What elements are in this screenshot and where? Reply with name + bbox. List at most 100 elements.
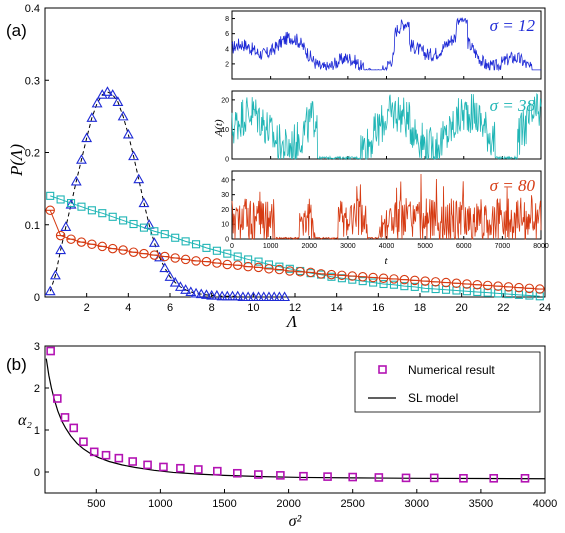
data-point-triangle — [112, 96, 124, 106]
data-point-triangle — [201, 289, 212, 299]
inset-panel-sigma12: 2 4 6 8 σ = 12 — [225, 10, 542, 80]
data-point-triangle — [86, 112, 98, 122]
inset-y-tick-label: 30 — [221, 192, 229, 199]
data-point-numerical — [374, 473, 384, 482]
inset-panel-sigma80: 0 10 20 30 40 0 1000 2000 3000 4000 5000 6000 7000 80… — [221, 170, 549, 250]
data-point-triangle — [81, 132, 93, 143]
y-tick-label: 1 — [34, 425, 40, 437]
data-point-numerical — [489, 473, 499, 483]
data-point-numerical — [176, 463, 185, 473]
y-tick-label: 0.3 — [25, 75, 40, 87]
legend-marker-numerical — [378, 365, 387, 374]
x-tick-label: 16 — [372, 302, 384, 314]
y-tick-label: 0.1 — [25, 220, 40, 232]
data-point-triangle — [195, 288, 207, 299]
data-point-numerical — [401, 473, 411, 483]
x-tick-label: 2500 — [340, 498, 364, 510]
x-tick-label: 10 — [247, 302, 259, 314]
inset-y-tick-label: 10 — [221, 222, 229, 229]
data-point-numerical — [69, 423, 79, 433]
data-point-numerical — [46, 346, 55, 356]
x-tick-label: 20 — [456, 302, 468, 314]
inset-y-tick-label: 2 — [225, 61, 229, 68]
data-point-triangle — [279, 291, 291, 302]
data-point-square — [369, 278, 378, 287]
data-point-triangle — [227, 290, 238, 301]
inset-y-tick-label: 4 — [225, 46, 229, 53]
x-tick-label: 3500 — [469, 498, 493, 510]
data-point-numerical — [79, 437, 88, 447]
data-point-square — [212, 246, 221, 255]
y-axis-label-a: P(Λ) — [7, 144, 26, 177]
data-point-numerical — [53, 394, 62, 403]
legend-label-model: SL model — [408, 391, 458, 405]
series-line-sigma12 — [49, 91, 285, 298]
data-point-triangle — [206, 289, 218, 300]
data-point-triangle — [91, 97, 103, 108]
y-tick-label: 0 — [34, 467, 40, 479]
data-point-numerical — [143, 460, 152, 470]
panel-label-a: (a) — [6, 21, 27, 40]
inset-trace-sigma38 — [231, 92, 542, 161]
data-point-triangle — [138, 197, 150, 208]
data-point-square — [171, 233, 180, 242]
inset-x-axis-label: t — [384, 255, 388, 267]
x-tick-label: 22 — [497, 302, 509, 314]
data-point-triangle — [174, 281, 186, 291]
data-point-numerical — [194, 465, 203, 474]
x-tick-label: 12 — [289, 302, 301, 314]
data-point-numerical — [213, 466, 222, 476]
data-point-square — [139, 223, 149, 232]
data-point-triangle — [159, 262, 171, 273]
data-point-square — [46, 191, 55, 200]
data-point-numerical — [323, 472, 332, 481]
data-point-triangle — [273, 291, 285, 302]
inset-x-tick-label: 3000 — [340, 243, 356, 250]
data-point-triangle — [169, 276, 181, 287]
data-point-square — [119, 216, 128, 225]
data-point-triangle — [76, 154, 87, 164]
data-point-numerical — [114, 453, 124, 463]
inset-legend-label-sigma80: σ = 80 — [490, 176, 536, 195]
x-tick-label: 8 — [209, 302, 215, 314]
data-point-triangle — [221, 290, 233, 301]
inset-x-tick-label: 1000 — [263, 243, 279, 250]
x-tick-label: 24 — [539, 302, 551, 314]
data-point-square — [223, 249, 232, 258]
data-point-triangle — [211, 289, 223, 300]
panel-label-b: (b) — [6, 355, 27, 374]
inset-trace-sigma12 — [231, 17, 541, 72]
data-point-numerical — [348, 472, 357, 482]
data-point-square — [410, 282, 419, 291]
data-point-triangle — [237, 291, 249, 302]
y-axis-label-b: α₂ — [18, 412, 32, 429]
inset-x-tick-label: 6000 — [456, 243, 472, 250]
x-tick-label: 1500 — [212, 498, 236, 510]
data-point-numerical — [276, 471, 285, 480]
data-point-numerical — [128, 457, 137, 466]
data-point-triangle — [164, 271, 176, 281]
data-point-square — [56, 195, 65, 204]
inset-panel-sigma38: 0 10 20 σ = 38 — [221, 90, 542, 164]
legend-b: Numerical result SL model — [354, 351, 541, 413]
inset-y-tick-label: 6 — [225, 31, 229, 38]
series-line-sigma38 — [50, 195, 540, 297]
data-point-triangle — [102, 86, 113, 96]
inset-y-tick-label: 0 — [225, 157, 229, 164]
data-point-numerical — [459, 473, 468, 483]
legend-label-numerical: Numerical result — [408, 363, 495, 377]
data-point-triangle — [263, 291, 275, 302]
data-point-square — [358, 277, 367, 286]
inset-y-tick-label: 20 — [221, 207, 229, 214]
data-point-square — [129, 219, 138, 229]
inset-y-tick-label: 40 — [221, 177, 229, 184]
data-point-triangle — [107, 89, 119, 99]
data-point-square — [181, 237, 190, 246]
data-point-numerical — [299, 471, 308, 481]
legend-box — [354, 351, 541, 413]
data-point-triangle — [190, 287, 202, 298]
data-point-square — [66, 199, 76, 208]
y-tick-label: 0.4 — [25, 3, 40, 15]
data-point-square — [191, 240, 201, 249]
